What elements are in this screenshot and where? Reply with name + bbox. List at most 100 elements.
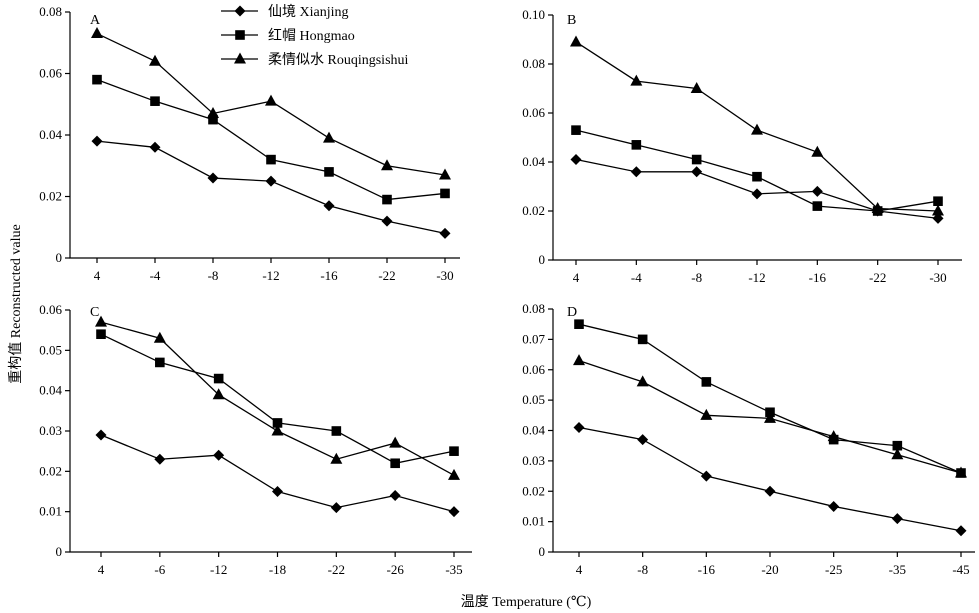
data-point-triangle — [573, 354, 585, 366]
y-tick-label: 0.06 — [522, 105, 545, 120]
x-tick-label: -8 — [691, 270, 702, 285]
data-point-triangle — [690, 82, 703, 93]
data-point-triangle — [265, 94, 277, 106]
data-point-triangle — [389, 436, 402, 448]
axes — [552, 309, 975, 553]
y-tick-label: 0.02 — [522, 203, 545, 218]
x-tick-label: -12 — [262, 268, 279, 283]
data-point-diamond — [691, 166, 703, 178]
data-point-diamond — [448, 506, 460, 518]
y-tick-label: 0.06 — [39, 302, 62, 317]
y-axis-title: 重构值 Reconstructed value — [8, 224, 24, 383]
data-point-diamond — [955, 525, 967, 537]
panel-letter: A — [90, 13, 101, 28]
x-tick-label: 4 — [573, 270, 580, 285]
data-point-diamond — [265, 175, 277, 187]
data-point-diamond — [891, 513, 903, 525]
y-tick-label: 0.08 — [522, 301, 545, 316]
x-axis-title: 温度 Temperature (℃) — [461, 594, 592, 610]
data-point-triangle — [271, 424, 284, 436]
data-point-triangle — [323, 131, 335, 143]
y-tick-label: 0.02 — [39, 463, 62, 478]
data-point-square — [266, 154, 276, 165]
x-tick-label: -4 — [150, 268, 161, 283]
data-point-square — [208, 114, 218, 125]
x-tick-label: -16 — [320, 268, 338, 283]
x-tick-label: -18 — [269, 562, 286, 577]
data-point-triangle — [630, 74, 643, 86]
data-point-diamond — [95, 429, 107, 441]
series-line-square — [578, 323, 962, 474]
y-tick-label: 0.05 — [522, 392, 545, 407]
y-tick-label: 0.03 — [522, 453, 545, 468]
data-point-diamond — [811, 185, 823, 197]
data-point-triangle — [932, 204, 944, 216]
y-tick-label: 0.02 — [39, 189, 62, 204]
y-tick-label: 0.06 — [522, 362, 545, 377]
data-point-diamond — [389, 490, 401, 502]
data-point-diamond — [330, 502, 342, 514]
data-point-diamond — [700, 470, 712, 482]
chart-panel-b: 0 0.02 0.04 0.06 0.08 0.10 4 -4 -8 -12 -16 -22 -30 B — [522, 7, 962, 285]
x-tick-label: -25 — [825, 562, 842, 577]
data-point-triangle — [700, 408, 713, 420]
data-point-diamond — [439, 227, 451, 239]
data-point-diamond — [828, 500, 840, 512]
y-tick-label: 0.04 — [39, 127, 62, 142]
y-tick-label: 0 — [56, 250, 63, 265]
data-point-triangle — [570, 35, 582, 47]
legend-marker-diamond — [234, 5, 246, 17]
y-tick-label: 0.05 — [39, 342, 62, 357]
y-tick-label: 0.01 — [522, 514, 545, 529]
data-point-square — [324, 167, 334, 177]
data-point-triangle — [330, 452, 343, 464]
legend-label: 柔情似水 Rouqingsishui — [268, 52, 409, 68]
data-point-square — [812, 201, 823, 211]
x-tick-label: -12 — [210, 562, 227, 577]
y-tick-label: 0.06 — [39, 66, 62, 81]
data-point-square — [92, 74, 102, 85]
x-tick-label: -8 — [208, 268, 219, 283]
y-tick-label: 0.01 — [39, 504, 62, 519]
chart-panel-c: 0 0.01 0.02 0.03 0.04 0.05 0.06 4 -6 -12 -18 -22 -26… — [39, 302, 472, 577]
series-line-triangle — [100, 321, 455, 476]
data-point-diamond — [637, 434, 649, 446]
data-point-diamond — [573, 421, 585, 433]
data-point-square — [150, 96, 160, 106]
data-point-square — [637, 334, 648, 345]
data-point-square — [933, 196, 943, 206]
y-tick-label: 0.03 — [39, 423, 62, 438]
x-tick-label: -26 — [386, 562, 404, 577]
x-tick-label: -8 — [637, 562, 648, 577]
data-point-square — [752, 171, 762, 182]
data-point-diamond — [213, 449, 225, 461]
data-point-diamond — [207, 172, 219, 184]
data-point-triangle — [381, 159, 393, 171]
x-tick-label: -6 — [154, 562, 165, 577]
data-point-square — [892, 440, 903, 451]
chart-panels: 0 0.02 0.04 0.06 0.08 4 -4 -8 -12 -16 -22 -30 A 0 0.02… — [39, 4, 975, 577]
data-point-triangle — [636, 375, 649, 387]
series-line-diamond — [578, 426, 962, 532]
legend: 仙境 Xianjing 红帽 Hongmao 柔情似水 Rouqingsishui — [221, 4, 409, 68]
data-point-diamond — [932, 212, 944, 224]
x-tick-label: 4 — [98, 562, 105, 577]
y-tick-label: 0 — [539, 252, 546, 267]
x-tick-label: -30 — [436, 268, 453, 283]
x-tick-label: -45 — [952, 562, 969, 577]
data-point-triangle — [91, 27, 103, 39]
data-point-square — [382, 194, 392, 205]
data-point-diamond — [764, 485, 776, 497]
data-point-triangle — [811, 145, 824, 157]
data-point-square — [390, 458, 400, 469]
x-tick-label: 4 — [576, 562, 583, 577]
data-point-diamond — [570, 154, 582, 166]
y-tick-label: 0.04 — [39, 383, 62, 398]
data-point-diamond — [323, 200, 335, 212]
data-point-diamond — [91, 135, 103, 147]
data-point-triangle — [955, 466, 967, 478]
x-tick-label: -22 — [378, 268, 395, 283]
legend-marker-square — [235, 30, 245, 40]
data-point-square — [571, 125, 581, 135]
